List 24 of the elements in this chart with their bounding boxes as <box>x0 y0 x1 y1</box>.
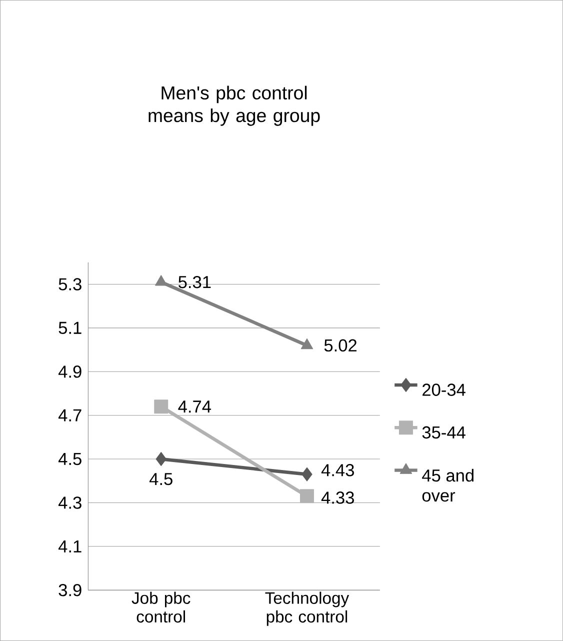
point <box>300 489 314 504</box>
y-tick-label: 5.1 <box>58 322 82 334</box>
data-label: 5.31 <box>178 276 211 288</box>
point <box>302 467 312 482</box>
y-tick-label: 4.1 <box>58 540 82 552</box>
data-label: 4.33 <box>321 492 354 504</box>
x-tick-label: Job pbc control <box>132 592 190 623</box>
data-label: 4.43 <box>321 464 354 476</box>
chart-title: Men's pbc control means by age group <box>148 86 320 126</box>
y-tick-label: 4.5 <box>58 452 82 466</box>
x-tick-label: Technology pbc control <box>265 592 350 626</box>
legend-label: 35-44 <box>422 426 466 439</box>
y-tick-label: 3.9 <box>58 584 82 596</box>
point <box>156 452 166 466</box>
y-tick-label: 4.9 <box>58 366 82 378</box>
data-label: 4.5 <box>150 473 172 486</box>
point <box>154 400 168 414</box>
y-tick-label: 5.3 <box>58 278 82 290</box>
data-label: 4.74 <box>178 400 212 413</box>
legend-label: 45 and over <box>422 468 474 502</box>
y-tick-label: 4.3 <box>58 496 82 509</box>
legend-label: 20-34 <box>422 384 466 396</box>
data-label: 5.02 <box>324 339 357 352</box>
y-tick-label: 4.7 <box>58 409 82 422</box>
